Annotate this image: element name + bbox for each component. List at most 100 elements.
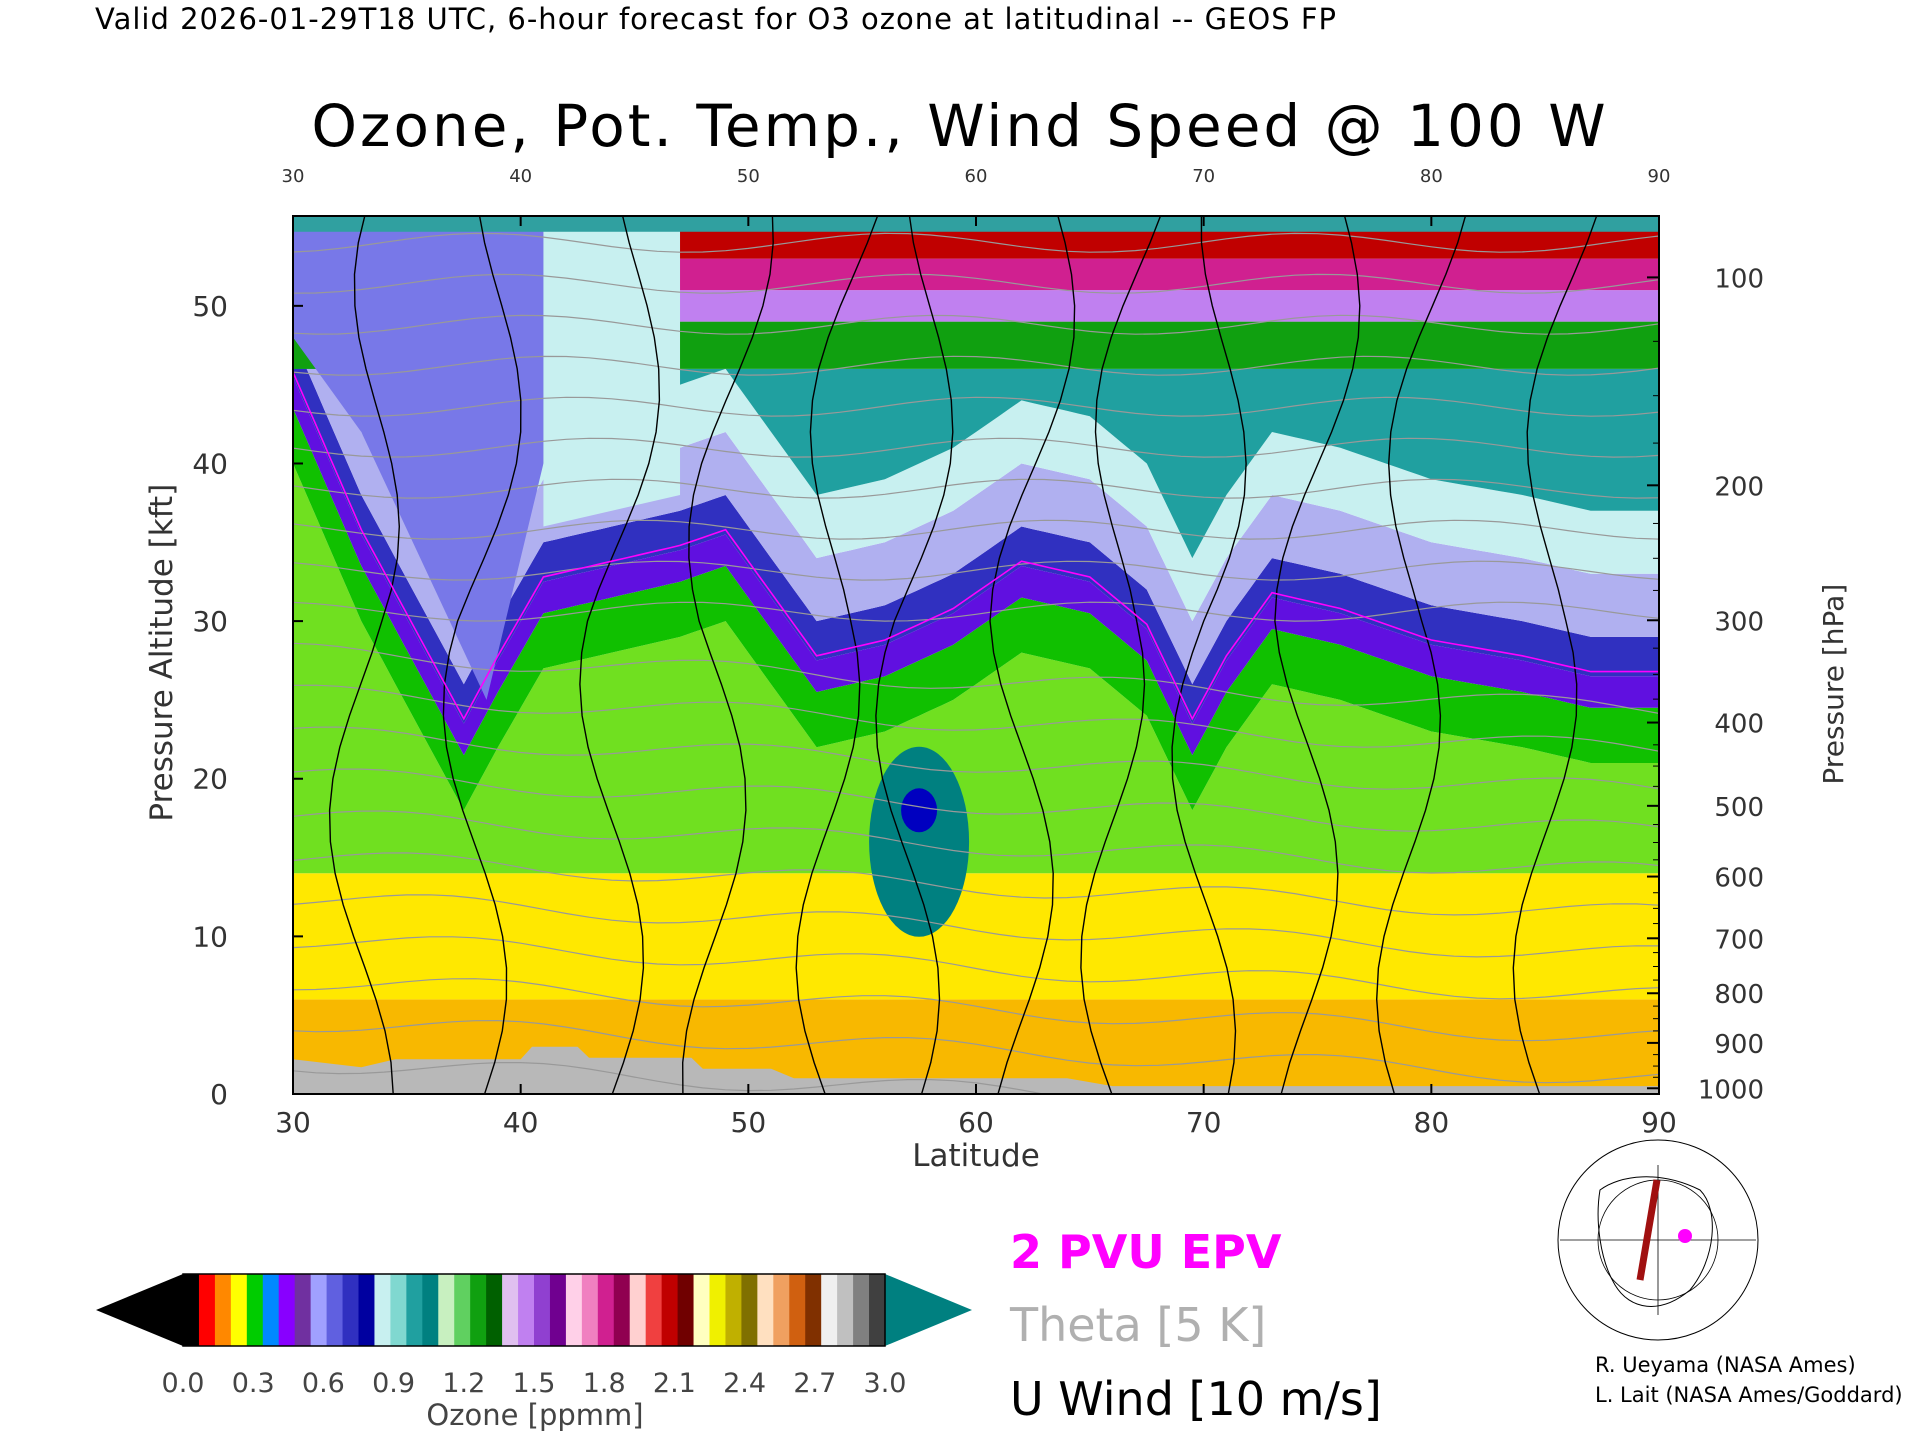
colorbar-swatch <box>214 1274 232 1346</box>
p-tick-label: 900 <box>1714 1030 1764 1060</box>
colorbar-swatch <box>789 1274 806 1346</box>
colorbar-swatch <box>470 1274 487 1346</box>
map-icon <box>1557 1139 1759 1341</box>
colorbar-swatch <box>246 1274 264 1346</box>
uwind-contour <box>1375 216 1467 1094</box>
theta-contour <box>293 684 1659 752</box>
colorbar-swatch <box>741 1274 758 1346</box>
theta-contour <box>293 519 1659 540</box>
credit-lait: L. Lait (NASA Ames/Goddard) <box>1595 1383 1903 1407</box>
map-coastline <box>1597 1176 1713 1307</box>
uwind-contour <box>795 216 879 1094</box>
theta-contour <box>293 894 1659 958</box>
x-top-tick-label: 90 <box>1648 166 1671 187</box>
header-line: Valid 2026-01-29T18 UTC, 6-hour forecast… <box>95 2 1338 36</box>
uwind-contour <box>1171 216 1247 1094</box>
ozone-field <box>293 216 1659 1094</box>
ozone-band-upper-trop <box>293 408 1659 811</box>
colorbar-swatch <box>581 1274 599 1346</box>
colorbar-swatch <box>422 1274 439 1346</box>
chart-title: Ozone, Pot. Temp., Wind Speed @ 100 W <box>311 92 1609 160</box>
p-tick-label: 500 <box>1714 793 1764 823</box>
colorbar-swatch <box>502 1274 519 1346</box>
colorbar-under-arrow <box>96 1274 183 1346</box>
p-tick-label: 800 <box>1714 980 1764 1010</box>
ozone-wedge-blue <box>293 216 589 700</box>
x-tick-label: 50 <box>731 1106 767 1139</box>
uwind-contour <box>579 216 661 1094</box>
axes: 3030404050506060707080809090010203040501… <box>144 166 1850 1174</box>
theta-contour <box>293 852 1659 916</box>
theta-contour <box>293 768 1659 832</box>
theta-contour <box>293 437 1659 458</box>
map-circle <box>1557 1139 1759 1341</box>
colorbar-swatch <box>773 1274 790 1346</box>
colorbar-swatch <box>358 1274 375 1346</box>
theta-contour <box>293 355 1659 376</box>
ozone-band-strat-3 <box>293 216 1659 559</box>
map-transect <box>1636 1179 1661 1281</box>
uwind-contour <box>681 216 774 1094</box>
uwind-contour <box>1080 216 1162 1094</box>
theta-contour <box>293 642 1659 714</box>
x-top-tick-label: 70 <box>1192 166 1215 187</box>
colorbar-tick-label: 1.8 <box>583 1368 626 1399</box>
colorbar-swatch <box>597 1274 615 1346</box>
colorbar-swatch <box>374 1274 391 1346</box>
legend-epv: 2 PVU EPV <box>1010 1225 1282 1279</box>
x-top-tick-label: 40 <box>509 166 532 187</box>
theta-contour <box>293 810 1659 874</box>
colorbar-swatch <box>518 1274 535 1346</box>
x-top-tick-label: 80 <box>1420 166 1443 187</box>
colorbar-swatch <box>326 1274 344 1346</box>
legend-uwind: U Wind [10 m/s] <box>1010 1372 1382 1426</box>
colorbar-swatch <box>278 1274 296 1346</box>
ozone-blob-teal <box>869 746 970 937</box>
y-axis-title: Pressure Altitude [kft] <box>144 484 180 822</box>
colorbar-swatch <box>390 1274 407 1346</box>
x-top-tick-label: 30 <box>282 166 305 187</box>
theta-contour <box>293 192 1659 211</box>
y-tick-label: 30 <box>192 605 228 638</box>
colorbar-swatch <box>821 1274 838 1346</box>
x-top-tick-label: 60 <box>965 166 988 187</box>
theta-contour <box>293 978 1659 1042</box>
x-tick-label: 90 <box>1641 1106 1677 1139</box>
x-tick-label: 70 <box>1186 1106 1222 1139</box>
colorbar-tick-label: 1.5 <box>513 1368 556 1399</box>
colorbar-tick-label: 0.3 <box>232 1368 275 1399</box>
uwind-contour <box>1274 216 1361 1094</box>
theta-contour <box>293 232 1659 253</box>
colorbar-swatch <box>183 1274 200 1346</box>
colorbar-swatch <box>725 1274 742 1346</box>
p-tick-label: 100 <box>1714 264 1764 294</box>
legend-theta: Theta [5 K] <box>1010 1298 1267 1352</box>
theta-contour <box>293 1062 1047 1094</box>
x-tick-label: 40 <box>503 1106 539 1139</box>
colorbar-tick-label: 2.4 <box>723 1368 766 1399</box>
p-tick-label: 1000 <box>1698 1075 1764 1105</box>
colorbar-tick-label: 1.2 <box>442 1368 485 1399</box>
theta-contour <box>293 273 1659 294</box>
ozone-band-low-mid <box>293 873 1659 1000</box>
colorbar-swatch <box>805 1274 822 1346</box>
colorbar-frame <box>182 1273 886 1347</box>
p-tick-label: 700 <box>1714 925 1764 955</box>
colorbar-swatch <box>406 1274 423 1346</box>
uwind-contour <box>875 216 954 1094</box>
colorbar-swatch <box>645 1274 663 1346</box>
map-point <box>1678 1229 1692 1243</box>
colorbar-swatch <box>677 1274 695 1346</box>
colorbar-title: Ozone [ppmm] <box>426 1398 644 1432</box>
theta-contour <box>293 936 1659 1000</box>
x-axis-title: Latitude <box>912 1138 1040 1174</box>
colorbar-swatch <box>438 1274 455 1346</box>
colorbar-tick-label: 2.1 <box>653 1368 696 1399</box>
epv-contour <box>293 371 1659 721</box>
y-tick-label: 20 <box>192 763 228 796</box>
colorbar-swatch <box>869 1274 886 1346</box>
uwind-contour <box>442 216 522 1094</box>
contour-lines <box>293 192 1659 1094</box>
theta-contour <box>293 314 1659 335</box>
colorbar-swatch <box>310 1274 328 1346</box>
